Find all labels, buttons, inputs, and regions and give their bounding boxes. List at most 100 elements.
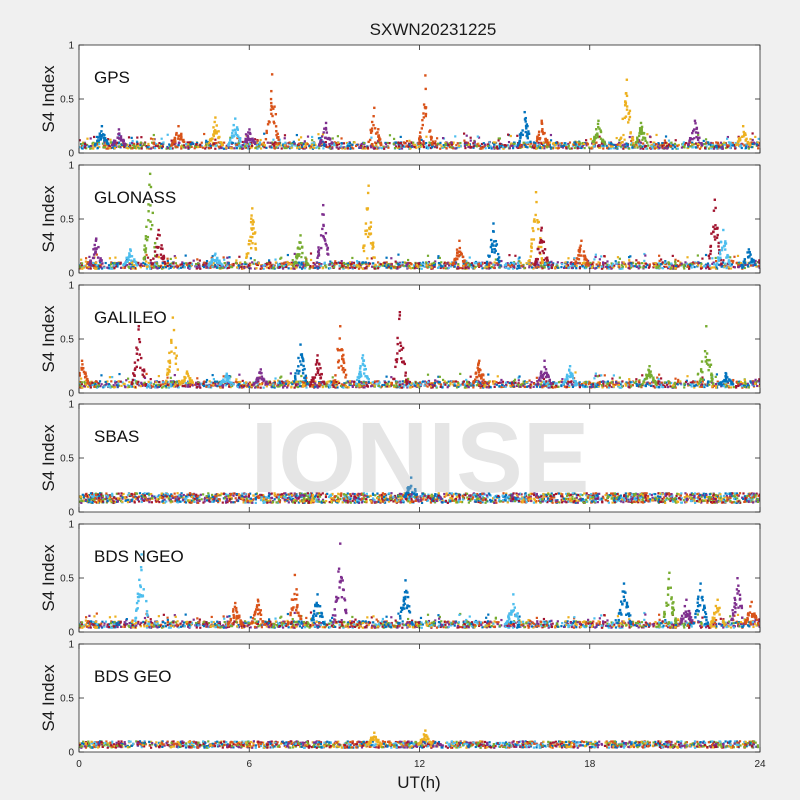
data-point [540, 142, 544, 145]
peak-point [103, 137, 107, 140]
data-point [623, 138, 626, 141]
data-point [346, 266, 349, 269]
peak-point [688, 136, 692, 140]
data-point [493, 261, 496, 264]
data-point [350, 265, 353, 268]
data-point [572, 143, 576, 147]
data-point [382, 262, 385, 265]
data-point [267, 262, 270, 266]
data-point [495, 145, 498, 149]
data-point [716, 141, 719, 144]
data-point [321, 267, 324, 270]
peak-point [708, 257, 711, 260]
data-point [472, 145, 475, 148]
data-point [677, 265, 680, 268]
data-point [418, 262, 421, 265]
peak-point [217, 262, 221, 265]
data-point [185, 143, 188, 146]
data-point [661, 384, 664, 387]
data-point [365, 262, 368, 265]
data-point [429, 382, 432, 385]
data-point [548, 143, 551, 146]
data-point [635, 143, 638, 146]
data-point [304, 146, 308, 149]
data-point [457, 267, 460, 270]
data-point [647, 266, 651, 269]
peak-point [322, 131, 325, 134]
data-point [583, 147, 586, 150]
peak-point [371, 243, 374, 247]
peak-max-point [148, 172, 152, 176]
data-point [612, 143, 615, 147]
peak-point [523, 118, 527, 121]
peak-point [245, 255, 249, 258]
data-point [324, 143, 328, 146]
data-point [381, 383, 384, 387]
data-point [729, 141, 732, 144]
data-point [189, 266, 192, 269]
data-point [417, 145, 421, 148]
data-point [147, 145, 150, 149]
data-point [282, 144, 285, 147]
peak-point [122, 138, 125, 142]
peak-point [742, 260, 746, 263]
peak-point [112, 139, 116, 142]
data-point [676, 147, 679, 150]
data-point [408, 139, 411, 142]
data-point [517, 264, 521, 267]
peak-point [713, 235, 716, 238]
data-point [503, 264, 507, 267]
data-point [400, 264, 403, 267]
data-point [370, 136, 373, 139]
data-point [629, 266, 633, 269]
data-point [283, 134, 287, 137]
data-point [243, 266, 246, 269]
data-point [447, 380, 450, 383]
peak-max-point [639, 121, 643, 125]
peak-point [119, 137, 122, 140]
peak-point [372, 114, 375, 118]
data-point [125, 146, 128, 149]
data-point [318, 263, 321, 266]
data-point [192, 259, 195, 262]
data-point [704, 138, 708, 141]
data-point [341, 265, 344, 268]
system-label: GPS [94, 68, 130, 87]
data-point [574, 146, 577, 149]
data-point [628, 267, 631, 270]
data-point [757, 144, 760, 147]
peak-point [173, 137, 177, 140]
peak-point [218, 259, 221, 262]
peak-point [112, 143, 115, 146]
data-point [676, 380, 680, 383]
data-point [292, 265, 295, 268]
data-point [648, 135, 652, 138]
data-point [146, 385, 149, 388]
data-point [593, 144, 596, 147]
data-point [720, 146, 723, 149]
data-point [83, 380, 86, 384]
data-point [296, 145, 299, 148]
data-point [690, 262, 693, 266]
peak-point [718, 250, 722, 254]
data-point [749, 138, 752, 141]
data-point [551, 147, 555, 150]
peak-point [537, 247, 540, 251]
data-point [131, 139, 134, 143]
data-point [387, 380, 390, 383]
peak-point [750, 260, 753, 263]
data-point [715, 146, 718, 149]
peak-max-point [117, 128, 121, 131]
data-point [131, 260, 134, 263]
data-point [696, 254, 699, 257]
data-point [293, 267, 296, 270]
data-point [132, 382, 135, 385]
data-point [188, 263, 191, 266]
data-point [623, 143, 626, 146]
data-point [307, 263, 310, 266]
peak-point [250, 214, 253, 217]
data-point [286, 386, 289, 389]
peak-point [537, 227, 540, 231]
data-point [280, 380, 283, 383]
data-point [128, 143, 131, 147]
